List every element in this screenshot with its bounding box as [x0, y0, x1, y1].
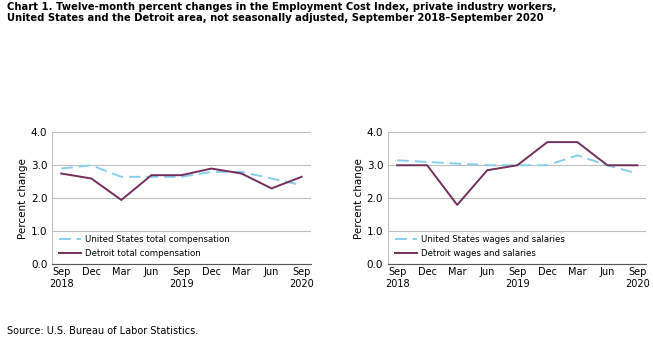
Legend: United States total compensation, Detroit total compensation: United States total compensation, Detroi…	[57, 233, 232, 260]
Y-axis label: Percent change: Percent change	[18, 158, 28, 239]
Text: Source: U.S. Bureau of Labor Statistics.: Source: U.S. Bureau of Labor Statistics.	[7, 326, 198, 336]
Y-axis label: Percent change: Percent change	[354, 158, 364, 239]
Legend: United States wages and salaries, Detroit wages and salaries: United States wages and salaries, Detroi…	[392, 233, 567, 260]
Text: Chart 1. Twelve-month percent changes in the Employment Cost Index, private indu: Chart 1. Twelve-month percent changes in…	[7, 2, 556, 23]
